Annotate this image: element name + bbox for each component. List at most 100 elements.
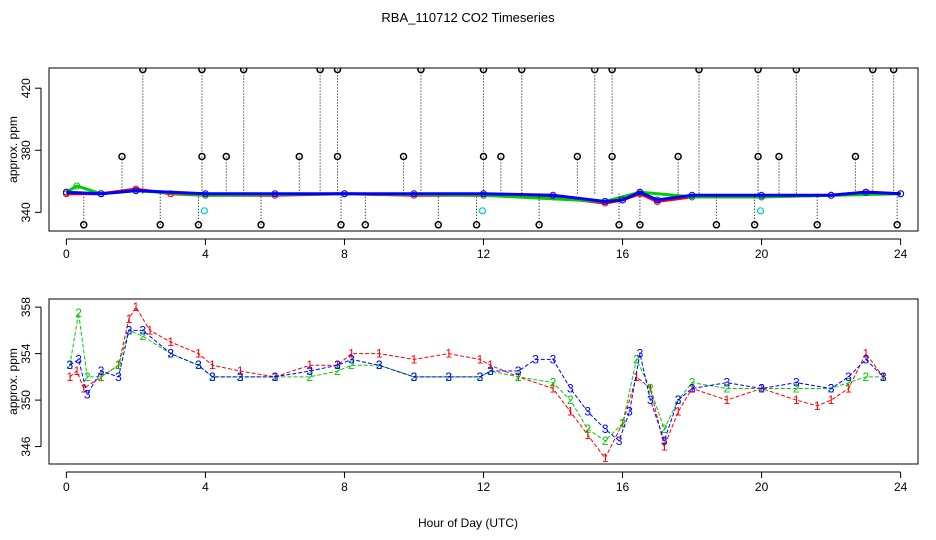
- data-point: 1: [133, 300, 140, 314]
- spike-point: [399, 152, 408, 161]
- spike-point: [851, 152, 860, 161]
- spike-point: [889, 68, 898, 74]
- spike-point: [615, 221, 623, 229]
- data-point: 2: [334, 364, 341, 378]
- data-point: 1: [661, 440, 668, 454]
- data-point: [636, 188, 644, 196]
- x-tick-label: 12: [477, 247, 491, 261]
- data-point: 3: [477, 370, 484, 384]
- data-point: 1: [880, 370, 887, 384]
- data-point: 1: [793, 393, 800, 407]
- plot-area: [62, 68, 905, 229]
- data-point: 1: [828, 393, 835, 407]
- data-point: 2: [845, 376, 852, 390]
- y-tick-label: 350: [19, 390, 33, 410]
- data-point: [97, 190, 105, 198]
- data-point: 1: [73, 364, 80, 378]
- data-point: 2: [84, 370, 91, 384]
- data-point: 3: [584, 405, 591, 419]
- data-point: 2: [376, 358, 383, 372]
- data-point: 3: [445, 370, 452, 384]
- spike-point: [712, 221, 721, 229]
- data-point: 3: [863, 352, 870, 366]
- data-point: 1: [334, 358, 341, 372]
- data-point: 1: [237, 364, 244, 378]
- data-point: 3: [115, 370, 122, 384]
- data-point: [132, 187, 140, 195]
- spike-point: [333, 152, 342, 161]
- data-point: 1: [550, 381, 557, 395]
- x-tick-label: 8: [341, 247, 348, 261]
- spike-point: [295, 152, 304, 161]
- data-point: 2: [723, 381, 730, 395]
- data-point: [758, 191, 766, 199]
- data-point: 1: [845, 381, 852, 395]
- spike-point: [198, 152, 206, 161]
- data-point: 3: [126, 323, 133, 337]
- data-point: 3: [487, 364, 494, 378]
- data-point: [653, 196, 661, 204]
- spike-point: [479, 152, 488, 161]
- spike-point: [813, 221, 821, 229]
- data-point: 3: [880, 370, 887, 384]
- spike-point: [316, 68, 324, 74]
- data-point: 3: [602, 422, 609, 436]
- spike-point: [198, 68, 206, 74]
- y-tick-label: 340: [19, 202, 33, 222]
- data-point: 3: [140, 323, 147, 337]
- spike-point: [156, 221, 164, 229]
- data-point: [688, 191, 696, 199]
- data-point: 2: [675, 393, 682, 407]
- data-point: 3: [758, 381, 765, 395]
- data-point: 1: [126, 312, 133, 326]
- spike-point: [517, 68, 526, 74]
- spike-point: [479, 68, 488, 74]
- data-point: 3: [661, 434, 668, 448]
- x-tick-label: 16: [616, 480, 630, 494]
- spike-point: [333, 68, 342, 74]
- spike-point: [434, 221, 443, 229]
- data-point: 1: [689, 381, 696, 395]
- data-point: 1: [209, 358, 216, 372]
- data-point: 1: [633, 370, 640, 384]
- data-point: 1: [167, 335, 174, 349]
- data-point: 1: [67, 370, 74, 384]
- data-point: 1: [602, 451, 609, 465]
- data-point: [271, 190, 279, 198]
- data-point: [201, 190, 209, 198]
- cyan-point: [478, 207, 487, 215]
- x-tick-label: 20: [755, 247, 769, 261]
- spike-point: [754, 152, 762, 161]
- series-3: [62, 187, 905, 206]
- data-point: 1: [376, 347, 383, 361]
- x-tick-label: 8: [341, 480, 348, 494]
- data-point: 2: [348, 358, 355, 372]
- spike-point: [573, 152, 582, 161]
- data-point: 1: [487, 358, 494, 372]
- data-point: 1: [445, 347, 452, 361]
- spike-point: [118, 152, 126, 161]
- x-tick-label: 16: [616, 247, 630, 261]
- data-point: 2: [140, 329, 147, 343]
- y-tick-label: 380: [19, 140, 33, 160]
- y-tick-label: 346: [19, 436, 33, 456]
- spike-point: [139, 68, 147, 74]
- spike-point: [695, 68, 703, 74]
- x-tick-label: 24: [894, 480, 908, 494]
- data-point: 2: [758, 381, 765, 395]
- spike-point: [239, 68, 248, 74]
- data-point: 3: [75, 352, 82, 366]
- spike-point: [337, 221, 345, 229]
- data-point: 1: [584, 428, 591, 442]
- spike-point: [775, 152, 783, 161]
- plot-frame: [48, 298, 919, 465]
- series-low: [80, 193, 901, 229]
- data-point: 3: [675, 393, 682, 407]
- data-point: 2: [602, 434, 609, 448]
- data-point: 2: [880, 370, 887, 384]
- data-point: 2: [550, 376, 557, 390]
- data-point: 3: [237, 370, 244, 384]
